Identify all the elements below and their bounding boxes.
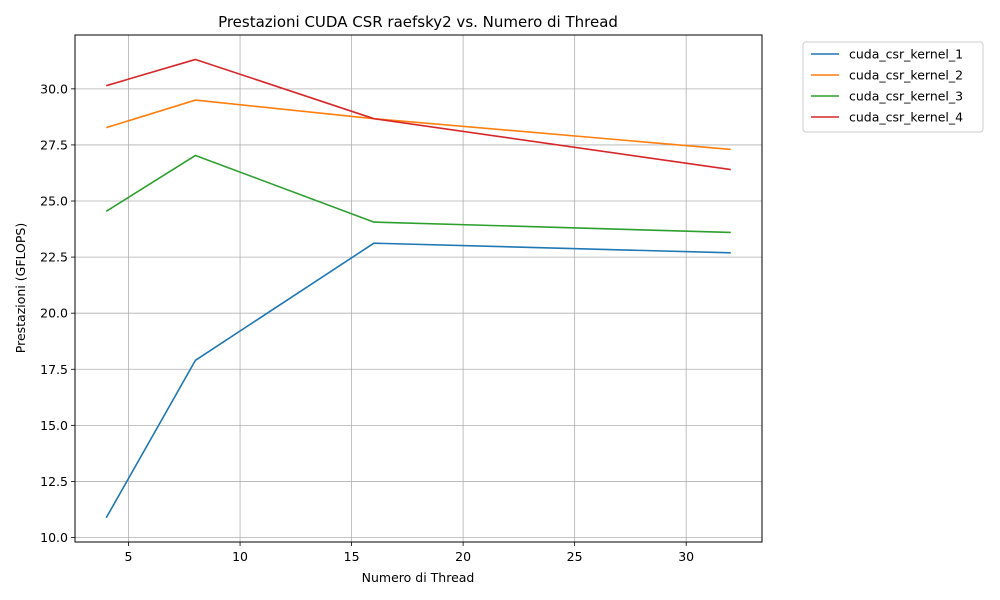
y-axis-label: Prestazioni (GFLOPS) xyxy=(13,223,28,353)
series-line-2 xyxy=(105,99,731,151)
y-tick-label: 22.5 xyxy=(40,250,68,265)
legend-label-4: cuda_csr_kernel_4 xyxy=(849,110,963,125)
legend-frame xyxy=(802,41,984,133)
y-tick-label: 20.0 xyxy=(40,306,68,321)
plot-area-frame xyxy=(74,34,763,543)
x-tick-label: 15 xyxy=(344,549,360,564)
legend: cuda_csr_kernel_1 cuda_csr_kernel_2 cuda_c… xyxy=(802,41,984,133)
x-tick-label: 30 xyxy=(678,549,694,564)
y-tick-label: 27.5 xyxy=(40,137,68,152)
x-axis-label: Numero di Thread xyxy=(362,570,475,585)
legend-label-2: cuda_csr_kernel_2 xyxy=(849,68,963,83)
series-line-4 xyxy=(106,58,731,171)
y-tick-label: 15.0 xyxy=(40,418,68,433)
x-tick-label: 20 xyxy=(455,549,471,564)
y-axis-ticks: 10.0 12.5 15.0 17.5 20.0 22.5 25.0 27.5 30.0 xyxy=(40,81,75,545)
x-axis-ticks: 5 10 15 20 25 30 xyxy=(125,542,694,564)
y-tick-label: 30.0 xyxy=(40,81,68,96)
series-lines xyxy=(105,58,731,519)
legend-label-3: cuda_csr_kernel_3 xyxy=(849,89,963,104)
grid xyxy=(75,35,762,542)
x-tick-label: 10 xyxy=(232,549,248,564)
series-line-1 xyxy=(105,242,731,519)
x-tick-label: 5 xyxy=(125,549,133,564)
legend-label-1: cuda_csr_kernel_1 xyxy=(849,47,963,62)
y-tick-label: 12.5 xyxy=(40,474,68,489)
chart-title: Prestazioni CUDA CSR raefsky2 vs. Numero… xyxy=(218,13,618,31)
x-tick-label: 25 xyxy=(567,549,583,564)
legend-entries: cuda_csr_kernel_1 cuda_csr_kernel_2 cuda_c… xyxy=(811,47,963,125)
y-tick-label: 10.0 xyxy=(40,530,68,545)
y-tick-label: 25.0 xyxy=(40,194,68,209)
series-line-3 xyxy=(105,154,731,234)
y-tick-label: 17.5 xyxy=(40,362,68,377)
